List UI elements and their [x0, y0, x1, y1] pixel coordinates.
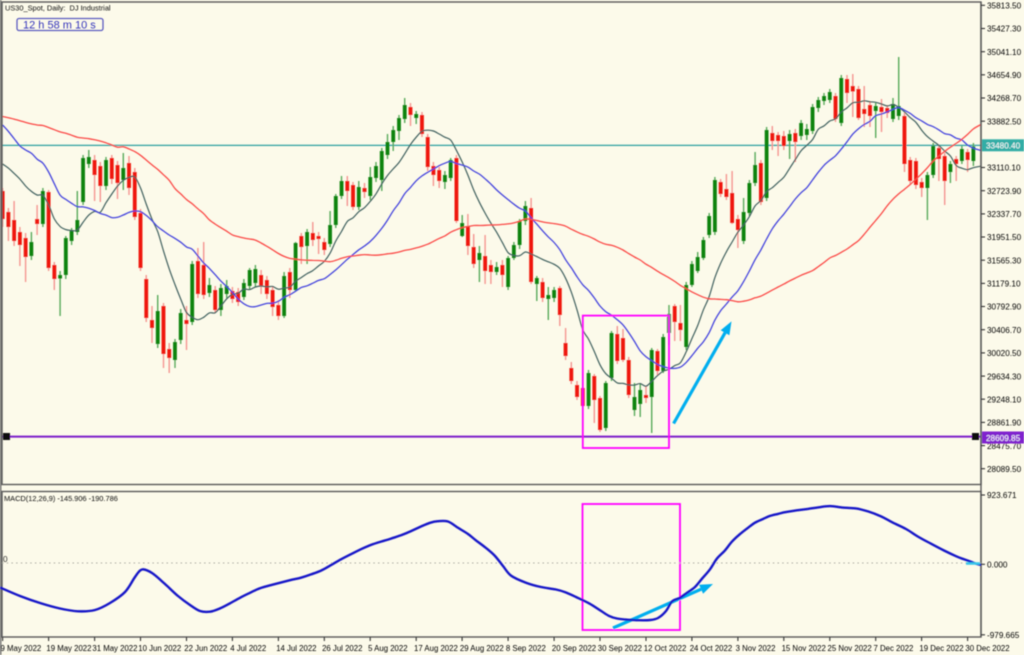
svg-text:22 Jun 2022: 22 Jun 2022	[184, 644, 227, 653]
svg-text:25 Nov 2022: 25 Nov 2022	[828, 644, 872, 653]
svg-text:12 Oct 2022: 12 Oct 2022	[644, 644, 686, 653]
svg-text:17 Aug 2022: 17 Aug 2022	[414, 644, 458, 653]
svg-text:US30_Spot, Daily: DJ Industri: US30_Spot, Daily: DJ Industrial	[5, 4, 111, 13]
svg-text:31565.30: 31565.30	[987, 256, 1022, 265]
svg-text:34268.70: 34268.70	[987, 94, 1022, 103]
svg-text:31951.50: 31951.50	[987, 233, 1022, 242]
svg-text:MACD(12,26,9) -145.906 -190.78: MACD(12,26,9) -145.906 -190.786	[4, 494, 118, 503]
svg-text:0.000: 0.000	[987, 561, 1008, 570]
svg-text:34654.90: 34654.90	[987, 71, 1022, 80]
svg-text:30792.90: 30792.90	[987, 303, 1022, 312]
svg-text:28609.85: 28609.85	[986, 434, 1021, 443]
svg-text:28861.90: 28861.90	[987, 419, 1022, 428]
svg-text:14 Jul 2022: 14 Jul 2022	[276, 644, 316, 653]
svg-text:12 h 58 m 10 s: 12 h 58 m 10 s	[23, 19, 96, 31]
svg-text:10 Jun 2022: 10 Jun 2022	[138, 644, 181, 653]
svg-text:3 Nov 2022: 3 Nov 2022	[736, 644, 776, 653]
svg-text:0: 0	[3, 555, 8, 564]
svg-text:32723.90: 32723.90	[987, 187, 1022, 196]
svg-text:19 Dec 2022: 19 Dec 2022	[919, 644, 963, 653]
svg-text:29248.10: 29248.10	[987, 395, 1022, 404]
svg-text:26 Jul 2022: 26 Jul 2022	[322, 644, 362, 653]
svg-text:28089.50: 28089.50	[987, 465, 1022, 474]
svg-text:35041.10: 35041.10	[987, 48, 1022, 57]
svg-text:30 Sep 2022: 30 Sep 2022	[598, 644, 642, 653]
svg-text:30020.50: 30020.50	[987, 349, 1022, 358]
svg-text:19 May 2022: 19 May 2022	[46, 644, 91, 653]
svg-text:15 Nov 2022: 15 Nov 2022	[782, 644, 826, 653]
svg-text:-979.665: -979.665	[987, 631, 1020, 640]
svg-text:31 May 2022: 31 May 2022	[92, 644, 137, 653]
svg-text:923.671: 923.671	[987, 491, 1017, 500]
svg-text:35813.50: 35813.50	[987, 2, 1022, 11]
svg-text:35427.30: 35427.30	[987, 25, 1022, 34]
svg-text:33110.10: 33110.10	[987, 164, 1021, 173]
svg-text:8 Sep 2022: 8 Sep 2022	[506, 644, 546, 653]
svg-text:29 Aug 2022: 29 Aug 2022	[460, 644, 504, 653]
svg-text:4 Jul 2022: 4 Jul 2022	[230, 644, 266, 653]
svg-text:33480.40: 33480.40	[986, 142, 1021, 151]
svg-text:30 Dec 2022: 30 Dec 2022	[965, 644, 1009, 653]
svg-text:5 Aug 2022: 5 Aug 2022	[368, 644, 407, 653]
svg-text:33882.50: 33882.50	[987, 117, 1022, 126]
svg-text:28475.70: 28475.70	[987, 442, 1022, 451]
svg-text:20 Sep 2022: 20 Sep 2022	[552, 644, 596, 653]
svg-text:32337.70: 32337.70	[987, 210, 1022, 219]
svg-text:31179.10: 31179.10	[987, 280, 1021, 289]
svg-text:9 May 2022: 9 May 2022	[1, 644, 42, 653]
svg-text:30406.70: 30406.70	[987, 326, 1022, 335]
svg-text:24 Oct 2022: 24 Oct 2022	[690, 644, 732, 653]
svg-text:29634.30: 29634.30	[987, 372, 1022, 381]
svg-text:7 Dec 2022: 7 Dec 2022	[874, 644, 914, 653]
